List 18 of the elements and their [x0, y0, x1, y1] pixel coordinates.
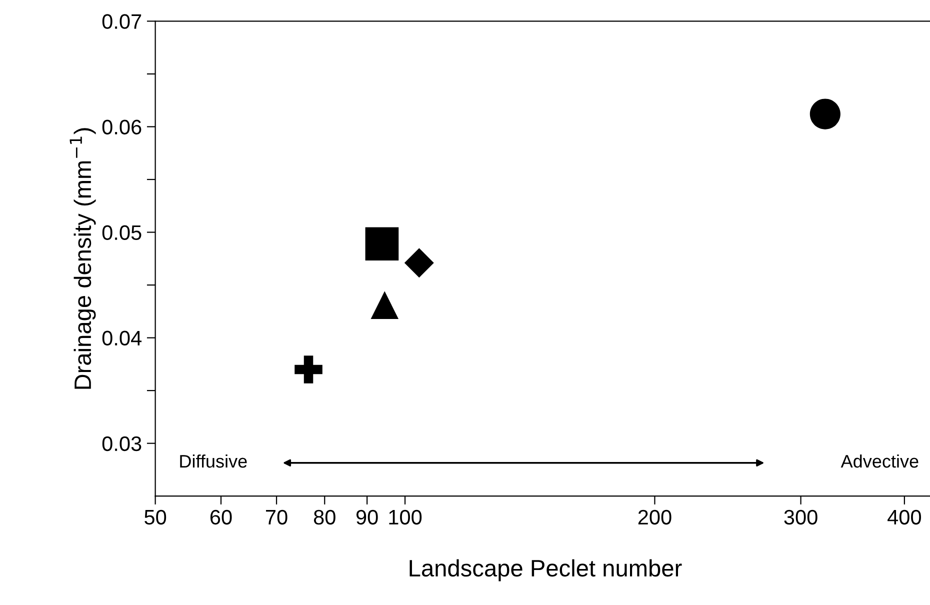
y-tick-label: 0.05 [102, 225, 142, 240]
annotation: Advective [840, 454, 918, 468]
x-tick-label: 70 [266, 510, 288, 525]
x-tick-label: 100 [389, 510, 422, 525]
x-tick-label: 400 [888, 510, 921, 525]
x-tick-label: 50 [144, 510, 166, 525]
x-tick-label: 60 [210, 510, 232, 525]
y-axis-title: Drainage density (mm$^{−1}$) [70, 128, 96, 389]
x-tick-label: 90 [356, 510, 378, 525]
x-tick-label: 200 [638, 510, 672, 525]
y-tick-label: 0.04 [102, 330, 142, 346]
y-tick-label: 0.06 [102, 120, 142, 134]
annotation: Diffusive [180, 454, 247, 468]
x-tick-label: 80 [314, 510, 336, 525]
x-tick-label: 300 [784, 510, 818, 525]
y-tick-label: 0.03 [102, 436, 142, 452]
x-axis-title: Landscape Peclet number [410, 559, 682, 582]
y-tick-label: 0.07 [102, 14, 142, 29]
